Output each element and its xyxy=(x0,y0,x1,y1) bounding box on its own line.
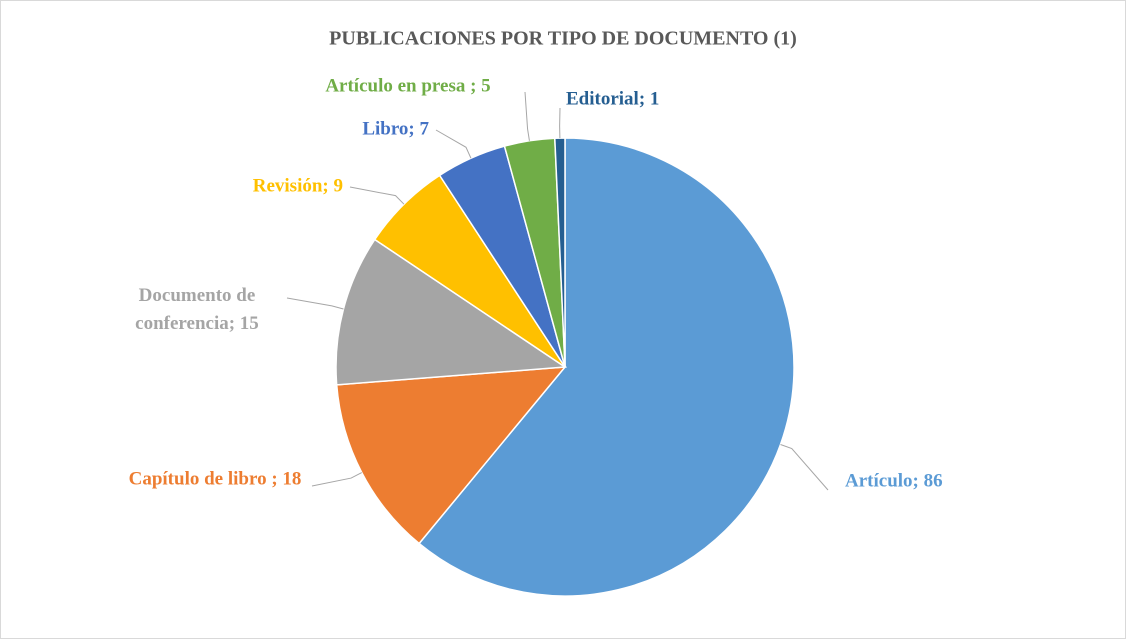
leader-line xyxy=(286,297,344,310)
data-label: Capítulo de libro ; 18 xyxy=(129,468,302,489)
pie-slice xyxy=(418,137,795,597)
pie-slice xyxy=(335,366,567,545)
data-label-line: Documento de xyxy=(139,285,256,306)
leader-line xyxy=(311,472,363,487)
data-label: Revisión; 9 xyxy=(253,175,343,196)
data-label: Artículo en presa ; 5 xyxy=(325,75,490,96)
data-label: Editorial; 1 xyxy=(566,88,659,109)
leader-line xyxy=(524,91,530,141)
data-label-line: conferencia; 15 xyxy=(135,313,259,334)
pie-slice xyxy=(335,238,568,386)
chart-title: PUBLICACIONES POR TIPO DE DOCUMENTO (1) xyxy=(329,28,797,50)
data-label: Artículo; 86 xyxy=(845,470,943,491)
data-label: Documento de conferencia; 15 xyxy=(135,285,259,334)
leader-line xyxy=(435,129,472,159)
leader-line xyxy=(349,186,405,205)
leader-line xyxy=(780,444,829,491)
data-label: Libro; 7 xyxy=(362,118,429,139)
